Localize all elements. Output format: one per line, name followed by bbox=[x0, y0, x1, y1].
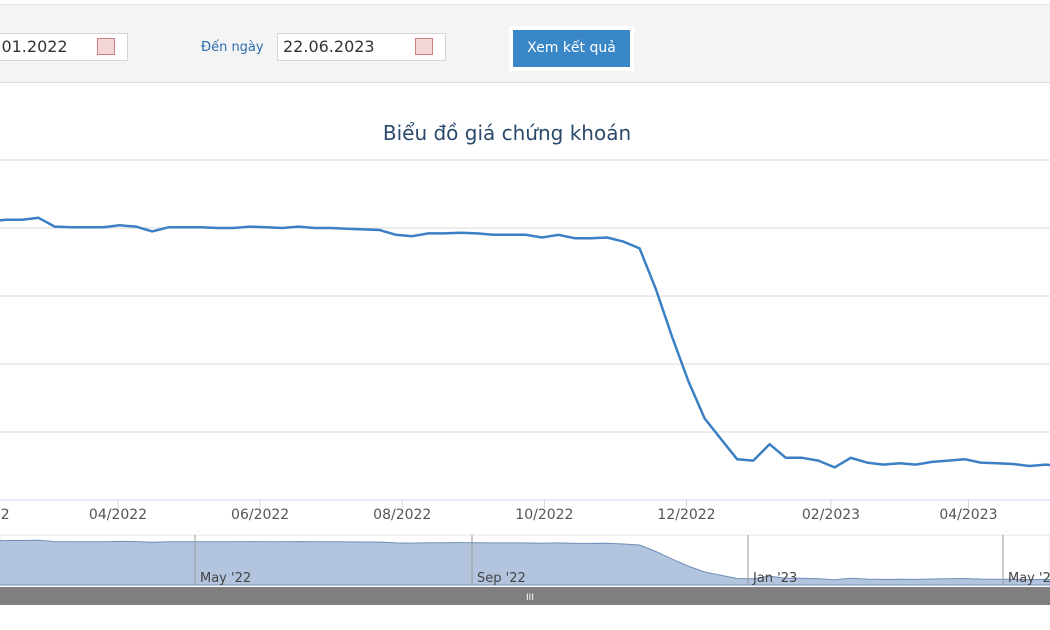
x-tick-label: 02/2022 bbox=[0, 507, 10, 523]
filter-bar: 22.01.2022 Đến ngày 22.06.2023 Xem kết q… bbox=[0, 4, 1050, 83]
from-date: 22.01.2022 bbox=[0, 37, 68, 56]
chart-title: Biểu đồ giá chứng khoán bbox=[383, 121, 631, 145]
to-date: 22.06.2023 bbox=[283, 37, 375, 56]
navigator-label: Sep '22 bbox=[477, 571, 526, 586]
navigator-label: May '22 bbox=[200, 571, 251, 586]
x-tick-label: 04/2022 bbox=[89, 507, 147, 523]
x-tick-label: 06/2022 bbox=[231, 507, 289, 523]
x-tick-label: 04/2023 bbox=[939, 507, 997, 523]
submit-button[interactable]: Xem kết quả bbox=[513, 30, 630, 67]
x-tick-label: 10/2022 bbox=[515, 507, 573, 523]
x-tick-label: 08/2022 bbox=[373, 507, 431, 523]
scrollbar-grip[interactable]: III bbox=[526, 593, 534, 603]
calendar-icon[interactable] bbox=[97, 38, 115, 55]
calendar-icon[interactable] bbox=[415, 38, 433, 55]
scrollbar[interactable] bbox=[0, 587, 1050, 605]
x-tick-label: 02/2023 bbox=[802, 507, 860, 523]
x-tick-label: 12/2022 bbox=[657, 507, 715, 523]
to-date-label: Đến ngày bbox=[201, 40, 264, 55]
price-line bbox=[0, 216, 1050, 469]
navigator-area bbox=[0, 539, 1050, 586]
from-date-input[interactable]: 22.01.2022 bbox=[0, 33, 128, 61]
navigator-label: Jan '23 bbox=[752, 571, 797, 586]
to-date-input[interactable]: 22.06.2023 bbox=[277, 33, 446, 61]
navigator-label: May '23 bbox=[1008, 571, 1050, 586]
